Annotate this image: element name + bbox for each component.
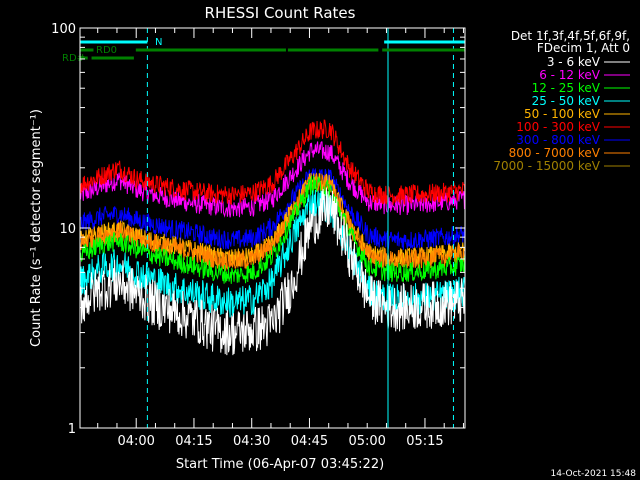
legend-header-line-1: Det 1f,3f,4f,5f,6f,9f,: [511, 29, 630, 43]
series-100-300-kevline: [79, 119, 466, 205]
y-tick-label: 1: [68, 422, 76, 437]
plot-area: N RD0 RD#: [62, 28, 466, 428]
y-tick-label: 100: [51, 22, 76, 37]
legend-entry-label: 100 - 300 keV: [516, 120, 600, 134]
chart-title: RHESSI Count Rates: [205, 4, 356, 22]
state-bar-label-rd0: RD0: [96, 45, 117, 56]
legend-entry-label: 800 - 7000 keV: [509, 146, 601, 160]
y-axis-label: Count Rate (s⁻¹ detector segment⁻¹): [29, 109, 44, 347]
axes: 1 10 100 04:00 04:15 04:30 04:45 05:00 05:15: [51, 22, 466, 449]
x-tick-label: 05:15: [406, 434, 443, 449]
legend-entry-label: 3 - 6 keV: [547, 55, 601, 69]
legend-entry-label: 7000 - 15000 keV: [493, 159, 600, 173]
series-300-800-kevline: [79, 167, 466, 251]
legend-entry-label: 6 - 12 keV: [539, 68, 601, 82]
legend: Det 1f,3f,4f,5f,6f,9f, FDecim 1, Att 0 3…: [493, 29, 630, 173]
series-3-6-kevline: [79, 187, 466, 356]
series-800-7000-kevline: [79, 173, 466, 272]
legend-header-line-2: FDecim 1, Att 0: [537, 41, 630, 55]
series-50-100-kevline: [79, 172, 466, 268]
x-tick-label: 04:30: [233, 434, 270, 449]
legend-entry-label: 300 - 800 keV: [516, 133, 600, 147]
state-bar-label-rd: RD#: [62, 53, 85, 64]
x-tick-label: 04:00: [117, 434, 154, 449]
legend-entry-label: 50 - 100 keV: [524, 107, 601, 121]
x-tick-label: 05:00: [348, 434, 385, 449]
y-tick-label: 10: [59, 222, 76, 237]
x-tick-label: 04:15: [175, 434, 212, 449]
x-axis-label: Start Time (06-Apr-07 03:45:22): [176, 457, 384, 472]
legend-entry-label: 25 - 50 keV: [532, 94, 601, 108]
state-bar-label-n: N: [155, 37, 162, 48]
footer-timestamp: 14-Oct-2021 15:48: [551, 469, 637, 479]
legend-entry-label: 12 - 25 keV: [532, 81, 601, 95]
series-12-25-kevline: [79, 175, 466, 284]
x-tick-label: 04:45: [291, 434, 328, 449]
